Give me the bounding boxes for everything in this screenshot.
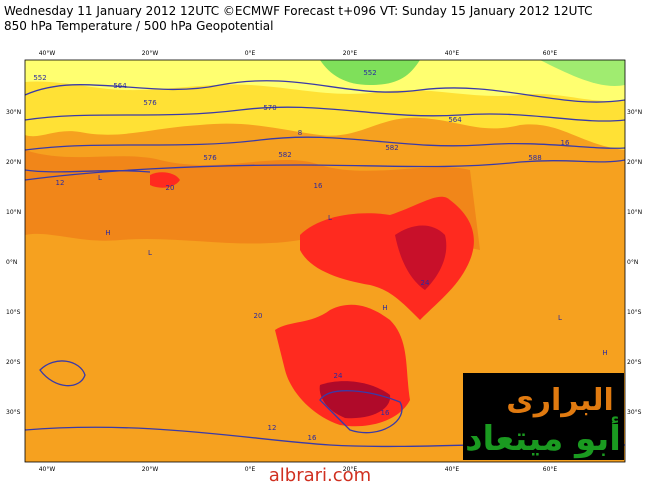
contour-label: H bbox=[382, 304, 387, 312]
watermark: البرارى أبو ميتعاد albrari.com bbox=[269, 373, 624, 484]
watermark-site: albrari.com bbox=[269, 465, 371, 484]
contour-label: 564 bbox=[113, 82, 127, 90]
lon-label: 40°E bbox=[445, 50, 460, 57]
contour-label: 24 bbox=[334, 372, 343, 380]
contour-label: 552 bbox=[363, 69, 376, 77]
lon-label: 20°W bbox=[142, 466, 159, 473]
contour-label: 16 bbox=[314, 182, 323, 190]
contour-label: H bbox=[105, 229, 110, 237]
watermark-arabic-top: البرارى bbox=[506, 383, 614, 418]
lat-label: 0°N bbox=[627, 259, 638, 266]
lon-label: 60°E bbox=[543, 466, 558, 473]
contour-label: L bbox=[98, 174, 102, 182]
contour-label: 582 bbox=[278, 151, 291, 159]
header-line2: 850 hPa Temperature / 500 hPa Geopotenti… bbox=[4, 19, 273, 33]
lat-label: 30°N bbox=[627, 109, 642, 116]
contour-label: 24 bbox=[421, 279, 430, 287]
lat-label: 30°S bbox=[627, 409, 642, 416]
lon-label: 0°E bbox=[245, 50, 256, 57]
lon-label: 20°W bbox=[142, 50, 159, 57]
lon-label: 40°W bbox=[39, 50, 56, 57]
lat-label: 20°S bbox=[6, 359, 21, 366]
contour-label: 552 bbox=[33, 74, 46, 82]
contour-label: 564 bbox=[448, 116, 462, 124]
contour-label: L bbox=[148, 249, 152, 257]
contour-label: 16 bbox=[308, 434, 317, 442]
lon-label: 20°E bbox=[343, 50, 358, 57]
contour-label: 16 bbox=[561, 139, 570, 147]
contour-label: H bbox=[602, 349, 607, 357]
contour-label: 582 bbox=[385, 144, 398, 152]
contour-label: 588 bbox=[528, 154, 541, 162]
watermark-box bbox=[463, 373, 624, 460]
contour-label: 12 bbox=[268, 424, 277, 432]
lat-label: 10°N bbox=[627, 209, 642, 216]
contour-label: 20 bbox=[166, 184, 175, 192]
contour-label: 20 bbox=[254, 312, 263, 320]
contour-label: 576 bbox=[203, 154, 217, 162]
lon-label: 40°W bbox=[39, 466, 56, 473]
lat-label: 20°S bbox=[627, 359, 642, 366]
lat-label: 20°N bbox=[627, 159, 642, 166]
lat-label: 30°S bbox=[6, 409, 21, 416]
lon-label: 0°E bbox=[245, 466, 256, 473]
contour-label: 12 bbox=[56, 179, 65, 187]
lon-label: 20°E bbox=[343, 466, 358, 473]
header-line1: Wednesday 11 January 2012 12UTC ©ECMWF F… bbox=[4, 4, 592, 18]
watermark-arabic-bottom: أبو ميتعاد bbox=[465, 416, 621, 459]
map bbox=[24, 59, 626, 463]
lon-label: 60°E bbox=[543, 50, 558, 57]
contour-label: 16 bbox=[381, 409, 390, 417]
lon-label: 40°E bbox=[445, 466, 460, 473]
lat-label: 10°S bbox=[6, 309, 21, 316]
contour-label: L bbox=[328, 214, 332, 222]
lat-label: 10°N bbox=[6, 209, 21, 216]
lat-label: 30°N bbox=[6, 109, 21, 116]
contour-label: 576 bbox=[143, 99, 157, 107]
contour-label: L bbox=[558, 314, 562, 322]
lat-label: 0°N bbox=[6, 259, 17, 266]
lat-label: 20°N bbox=[6, 159, 21, 166]
lat-label: 10°S bbox=[627, 309, 642, 316]
contour-label: 8 bbox=[298, 129, 302, 137]
contour-label: 570 bbox=[263, 104, 276, 112]
